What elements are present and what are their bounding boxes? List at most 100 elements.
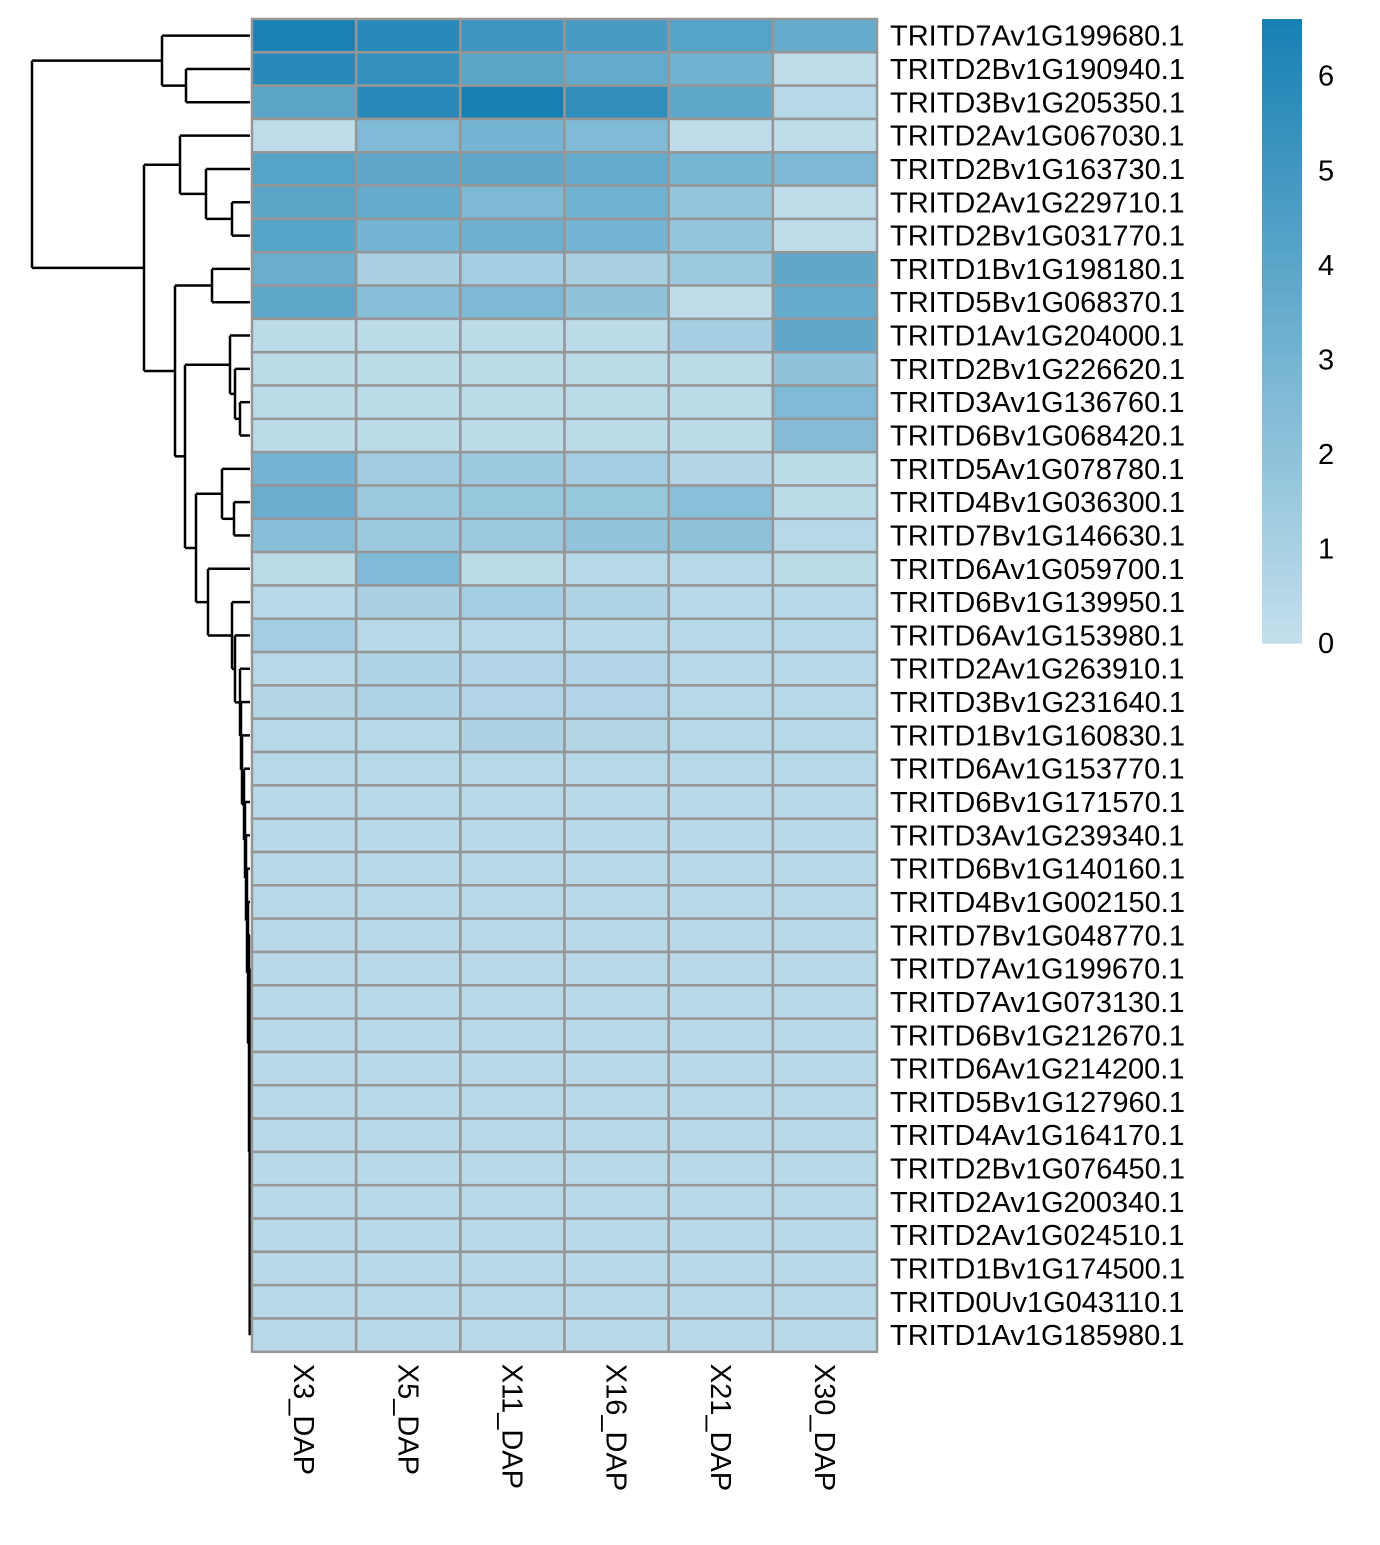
heatmap-cell: [563, 750, 670, 787]
heatmap-cell: [563, 1050, 670, 1087]
heatmap-cell: [459, 1317, 566, 1354]
heatmap-cell: [354, 151, 462, 187]
heatmap-cell: [354, 584, 462, 621]
row-label: TRITD1Av1G185980.1: [890, 1320, 1184, 1352]
heatmap-cell: [667, 950, 775, 987]
colorbar-segment: [1262, 315, 1302, 324]
colorbar-segment: [1262, 292, 1302, 301]
colorbar-segment: [1262, 19, 1302, 28]
heatmap-cell: [563, 250, 670, 287]
heatmap-cell: [667, 917, 775, 954]
row-label: TRITD1Bv1G174500.1: [890, 1254, 1185, 1286]
heatmap-cell: [563, 184, 670, 221]
colorbar-segment: [1262, 424, 1302, 433]
heatmap-cell: [459, 450, 566, 487]
heatmap-cell: [354, 784, 462, 820]
heatmap-cell: [459, 151, 566, 187]
heatmap-cell: [250, 817, 358, 854]
heatmap-cell: [667, 184, 775, 221]
row-label: TRITD2Av1G263910.1: [890, 654, 1184, 686]
heatmap-cell: [250, 450, 358, 487]
heatmap-cell: [771, 1150, 879, 1187]
heatmap-cell: [771, 151, 879, 187]
heatmap-cell: [250, 350, 358, 387]
colorbar-segment: [1262, 432, 1302, 441]
heatmap-cell: [667, 684, 775, 720]
colorbar-segment: [1262, 440, 1302, 449]
colorbar-segment: [1262, 346, 1302, 355]
heatmap-cell: [354, 617, 462, 654]
row-label: TRITD0Uv1G043110.1: [890, 1287, 1184, 1319]
row-label: TRITD6Av1G153980.1: [890, 620, 1184, 652]
colorbar-segment: [1262, 221, 1302, 231]
heatmap-cell: [667, 584, 775, 621]
heatmap-cell: [250, 317, 358, 354]
heatmap-cell: [354, 717, 462, 754]
colorbar-segment: [1262, 159, 1302, 168]
row-label: TRITD2Bv1G190940.1: [890, 54, 1185, 86]
row-label: TRITD6Av1G214200.1: [890, 1054, 1184, 1086]
heatmap-cell: [771, 484, 879, 521]
heatmap-cell: [771, 1250, 879, 1287]
heatmap-cell: [459, 550, 566, 587]
heatmap-cell: [563, 850, 670, 887]
colorbar-segment: [1262, 260, 1302, 270]
colorbar-segment: [1262, 307, 1302, 316]
colorbar-segment: [1262, 245, 1302, 254]
heatmap-cell: [354, 384, 462, 421]
colorbar-segment: [1262, 128, 1302, 137]
heatmap-cell: [354, 550, 462, 587]
heatmap-cell: [771, 717, 879, 754]
heatmap-cell: [459, 817, 566, 854]
heatmap-cell: [250, 1317, 358, 1354]
heatmap-cell: [563, 1283, 670, 1320]
heatmap-cell: [563, 650, 670, 687]
heatmap-cell: [459, 484, 566, 521]
colorbar-segment: [1262, 580, 1302, 589]
row-label: TRITD6Bv1G171570.1: [890, 787, 1185, 819]
heatmap-cell: [667, 1150, 775, 1187]
heatmap-cell: [563, 117, 670, 154]
heatmap-cell: [771, 117, 879, 154]
heatmap-cell: [250, 84, 358, 121]
heatmap-cell: [771, 1183, 879, 1220]
colorbar-segment: [1262, 276, 1302, 285]
heatmap-cell: [667, 1117, 775, 1154]
heatmap-cell: [250, 784, 358, 820]
row-label: TRITD1Av1G204000.1: [890, 321, 1184, 353]
colorbar-segment: [1262, 596, 1302, 605]
colorbar-tick-label: 6: [1318, 61, 1334, 93]
heatmap-cell: [771, 784, 879, 820]
colorbar-tick-label: 0: [1318, 628, 1334, 660]
heatmap-cell: [771, 984, 879, 1020]
heatmap-cell: [771, 1050, 879, 1087]
heatmap-cell: [354, 317, 462, 354]
heatmap-cell: [563, 917, 670, 954]
heatmap-cell: [563, 1183, 670, 1220]
colorbar-segment: [1262, 338, 1302, 348]
heatmap-cell: [459, 1083, 566, 1120]
colorbar-segment: [1262, 81, 1302, 90]
heatmap-cell: [771, 1117, 879, 1154]
row-label: TRITD7Bv1G048770.1: [890, 920, 1185, 952]
heatmap-cell: [250, 684, 358, 720]
colorbar-segment: [1262, 50, 1302, 59]
colorbar-segment: [1262, 206, 1302, 215]
heatmap-cell: [354, 217, 462, 254]
heatmap-cell: [459, 650, 566, 687]
heatmap-cell: [459, 1283, 566, 1320]
colorbar-segment: [1262, 455, 1302, 465]
heatmap-cell: [354, 1183, 462, 1220]
heatmap-cell: [250, 51, 358, 87]
heatmap-cell: [354, 1017, 462, 1054]
heatmap-cell: [667, 84, 775, 121]
heatmap-cell: [459, 750, 566, 787]
colorbar-segment: [1262, 619, 1302, 628]
heatmap-cell: [563, 1150, 670, 1187]
row-label: TRITD2Bv1G163730.1: [890, 154, 1185, 186]
row-label: TRITD2Bv1G031770.1: [890, 221, 1185, 253]
heatmap-cell: [459, 317, 566, 354]
row-label: TRITD3Bv1G231640.1: [890, 687, 1185, 719]
heatmap-cell: [563, 17, 670, 54]
heatmap-cell: [354, 1250, 462, 1287]
